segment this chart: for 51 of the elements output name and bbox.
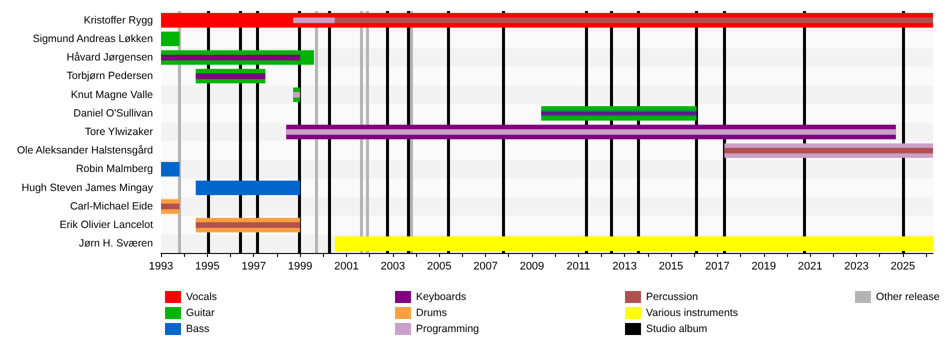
x-tick-label: 2003 — [380, 260, 406, 272]
x-tick-label: 2019 — [752, 260, 776, 272]
bar — [161, 204, 180, 210]
y-tick-label: Knut Magne Valle — [70, 88, 154, 101]
bar — [161, 54, 300, 60]
legend-label: Percussion — [646, 291, 698, 303]
x-tick-label: 2005 — [426, 260, 452, 272]
y-tick-label: Carl-Michael Eide — [70, 200, 154, 212]
x-tick-label: 1999 — [288, 260, 312, 272]
x-tick-label: 2001 — [334, 260, 359, 272]
y-tick-label: Erik Olivier Lancelot — [60, 219, 154, 232]
x-tick-label: 2007 — [473, 260, 498, 272]
y-tick-label: Hugh Steven James Mingay — [22, 182, 154, 194]
x-tick-label: 1997 — [241, 260, 266, 272]
bar — [196, 180, 300, 196]
legend-label: Various instruments — [646, 307, 738, 319]
bar — [161, 162, 180, 176]
x-tick-label: 2009 — [520, 260, 544, 272]
legend-label: Studio album — [646, 323, 708, 335]
x-tick-label: 2023 — [844, 260, 869, 272]
legend-label: Guitar — [186, 307, 216, 319]
y-tick-label: Daniel O'Sullivan — [73, 107, 154, 120]
x-tick-label: 2017 — [705, 260, 730, 272]
x-tick-label: 2015 — [658, 260, 684, 272]
y-tick-label: Torbjørn Pedersen — [66, 70, 154, 82]
bar — [196, 73, 266, 79]
bar — [161, 32, 180, 46]
y-tick-label: Kristoffer Rygg — [84, 14, 154, 26]
x-tick-label: 2013 — [612, 260, 637, 272]
bar — [724, 148, 933, 154]
legend-label: Bass — [186, 323, 210, 335]
x-tick-label: 2025 — [890, 260, 916, 272]
x-tick-label: 1993 — [148, 260, 174, 272]
x-tick-label: 2011 — [566, 260, 590, 272]
bar — [196, 222, 300, 228]
legend-label: Keyboards — [416, 291, 466, 303]
bar — [334, 18, 933, 24]
y-tick-label: Håvard Jørgensen — [66, 52, 154, 64]
y-tick-label: Jørn H. Sværen — [78, 238, 154, 250]
x-tick-label: 2021 — [798, 260, 822, 272]
bar — [293, 92, 300, 98]
y-tick-label: Ole Aleksander Halstensgård — [17, 144, 154, 157]
y-tick-label: Robin Malmberg — [76, 163, 154, 176]
bar — [293, 18, 335, 24]
y-tick-label: Tore Ylwizaker — [84, 126, 154, 138]
legend-label: Drums — [416, 307, 447, 319]
legend-label: Vocals — [186, 291, 217, 303]
legend-label: Programming — [416, 323, 480, 335]
y-tick-label: Sigmund Andreas Løkken — [32, 32, 154, 45]
x-tick-label: 1995 — [195, 260, 220, 272]
legend-label: Other release — [876, 291, 940, 303]
